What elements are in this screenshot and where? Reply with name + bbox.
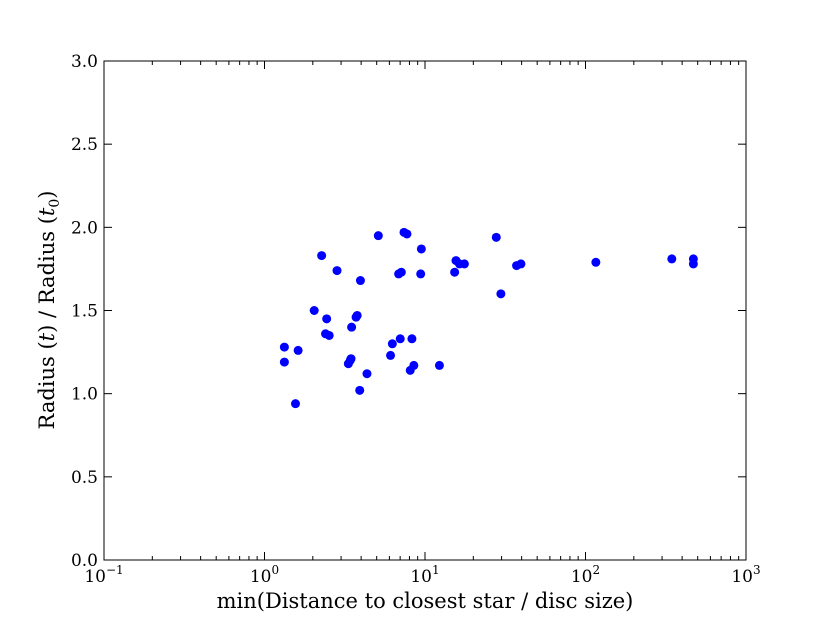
axis-ticks <box>103 60 747 561</box>
data-point <box>402 229 412 239</box>
data-point <box>496 289 506 299</box>
data-point <box>355 276 365 286</box>
data-point <box>434 360 444 370</box>
y-tick-label: 0.0 <box>71 551 98 571</box>
data-point <box>290 399 300 409</box>
data-point <box>450 267 460 277</box>
y-tick-label: 2.5 <box>71 135 98 155</box>
data-point <box>322 314 332 324</box>
data-point <box>355 385 365 395</box>
data-point <box>591 257 601 267</box>
data-point <box>373 231 383 241</box>
data-points <box>279 227 698 409</box>
y-tick-label: 3.0 <box>71 52 98 72</box>
data-point <box>409 360 419 370</box>
data-point <box>407 334 417 344</box>
data-point <box>395 334 405 344</box>
axis-tick-labels: 10−1 100 101 102 103 0.0 0.5 1.0 1.5 2.0 2.5 3.0 <box>71 52 761 587</box>
data-point <box>309 306 319 315</box>
data-point <box>688 259 698 269</box>
y-tick-label: 1.0 <box>71 385 98 405</box>
data-point <box>667 254 677 264</box>
data-point <box>346 354 356 364</box>
data-point <box>317 251 327 261</box>
data-point <box>516 259 526 269</box>
y-tick-label: 0.5 <box>71 468 98 488</box>
data-point <box>332 266 342 276</box>
data-point <box>293 345 303 355</box>
x-tick-label: 103 <box>731 563 760 587</box>
data-point <box>416 269 426 279</box>
data-point <box>279 357 289 367</box>
data-point <box>279 342 289 352</box>
data-point <box>324 330 334 340</box>
x-tick-label: 102 <box>571 563 600 587</box>
data-point <box>387 339 397 349</box>
x-tick-label: 100 <box>250 563 279 587</box>
x-tick-label: 10−1 <box>84 563 123 587</box>
x-tick-label: 101 <box>410 563 439 587</box>
data-point <box>459 259 469 269</box>
data-point <box>416 244 426 254</box>
data-point <box>396 267 406 277</box>
data-point <box>386 350 396 360</box>
data-point <box>362 369 372 379</box>
x-axis-label: min(Distance to closest star / disc size… <box>217 589 634 613</box>
plot-frame <box>103 60 747 561</box>
data-point <box>491 232 501 242</box>
data-point <box>347 322 357 332</box>
data-point <box>352 310 362 320</box>
y-tick-label: 1.5 <box>71 302 98 322</box>
y-tick-label: 2.0 <box>71 218 98 238</box>
y-axis-label: Radius (t) / Radius (t0) <box>35 191 63 430</box>
